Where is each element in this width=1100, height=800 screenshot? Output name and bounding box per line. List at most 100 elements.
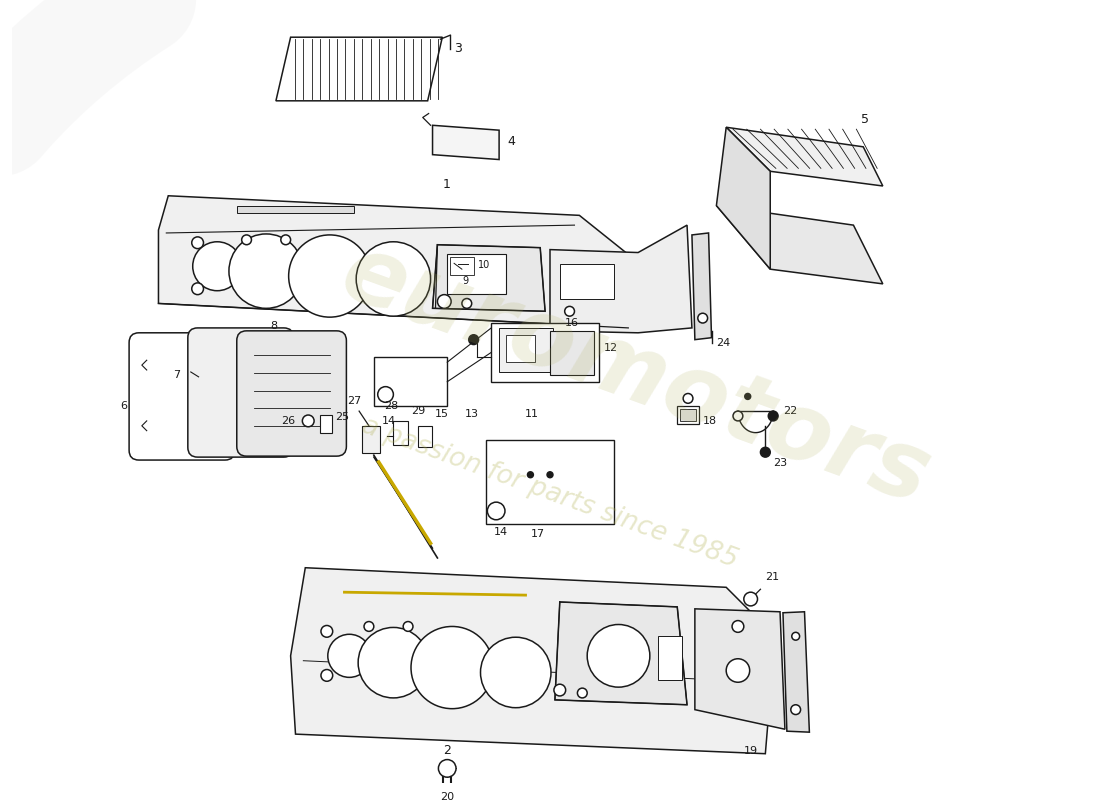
Bar xyxy=(394,421,408,446)
Circle shape xyxy=(191,283,204,294)
Circle shape xyxy=(587,625,650,687)
Circle shape xyxy=(768,411,778,421)
Circle shape xyxy=(469,334,478,345)
Circle shape xyxy=(683,394,693,403)
Text: 14: 14 xyxy=(382,416,396,426)
Bar xyxy=(492,323,598,382)
Circle shape xyxy=(229,234,304,308)
Circle shape xyxy=(359,627,429,698)
Text: 9: 9 xyxy=(462,276,468,286)
Circle shape xyxy=(528,472,534,478)
Circle shape xyxy=(192,242,242,290)
Polygon shape xyxy=(290,568,776,754)
Text: 6: 6 xyxy=(120,402,128,411)
Text: 24: 24 xyxy=(716,338,730,348)
Circle shape xyxy=(321,626,332,638)
Circle shape xyxy=(578,688,587,698)
Bar xyxy=(418,426,431,447)
Text: 11: 11 xyxy=(525,409,539,419)
Text: 3: 3 xyxy=(454,42,462,55)
Polygon shape xyxy=(695,609,785,730)
Bar xyxy=(658,636,682,680)
Polygon shape xyxy=(432,245,546,311)
Circle shape xyxy=(487,502,505,520)
Circle shape xyxy=(404,622,412,631)
Bar xyxy=(560,264,614,298)
Circle shape xyxy=(288,235,371,317)
Text: 10: 10 xyxy=(477,260,490,270)
FancyBboxPatch shape xyxy=(188,328,294,457)
Text: 23: 23 xyxy=(773,458,788,468)
Bar xyxy=(362,426,380,454)
Text: 22: 22 xyxy=(783,406,798,416)
Circle shape xyxy=(321,670,332,682)
Polygon shape xyxy=(550,225,692,333)
Circle shape xyxy=(697,314,707,323)
Text: a passion for parts since 1985: a passion for parts since 1985 xyxy=(359,413,741,574)
Bar xyxy=(448,254,506,294)
Circle shape xyxy=(760,447,770,457)
Text: 1: 1 xyxy=(442,178,450,191)
Bar xyxy=(320,415,332,433)
Polygon shape xyxy=(692,233,712,340)
Circle shape xyxy=(411,626,493,709)
Circle shape xyxy=(462,298,472,308)
Bar xyxy=(680,409,696,421)
Circle shape xyxy=(792,632,800,640)
Text: 21: 21 xyxy=(766,573,780,582)
Polygon shape xyxy=(276,37,442,101)
Text: 4: 4 xyxy=(507,135,515,148)
Circle shape xyxy=(356,242,430,316)
Circle shape xyxy=(191,237,204,249)
Polygon shape xyxy=(716,206,883,284)
Bar xyxy=(486,441,614,524)
Text: 2: 2 xyxy=(443,744,451,757)
Circle shape xyxy=(328,634,371,678)
Bar xyxy=(450,258,474,275)
Bar xyxy=(374,358,448,406)
Circle shape xyxy=(242,235,252,245)
Polygon shape xyxy=(783,612,810,732)
Text: 7: 7 xyxy=(173,370,180,380)
Bar xyxy=(499,328,553,372)
Polygon shape xyxy=(554,602,688,705)
FancyBboxPatch shape xyxy=(236,331,346,456)
Text: 14: 14 xyxy=(494,526,508,537)
Circle shape xyxy=(438,294,451,308)
Text: 29: 29 xyxy=(410,406,425,416)
Text: 19: 19 xyxy=(744,746,758,756)
Circle shape xyxy=(377,386,394,402)
Text: 20: 20 xyxy=(440,792,454,800)
Text: euromotors: euromotors xyxy=(330,226,943,525)
Circle shape xyxy=(547,472,553,478)
Circle shape xyxy=(791,705,801,714)
Text: 13: 13 xyxy=(465,409,478,419)
Text: 18: 18 xyxy=(703,416,717,426)
Circle shape xyxy=(733,411,742,421)
Circle shape xyxy=(564,306,574,316)
Polygon shape xyxy=(432,126,499,159)
Polygon shape xyxy=(726,127,883,186)
Bar xyxy=(550,331,594,375)
Text: 5: 5 xyxy=(861,113,869,126)
Polygon shape xyxy=(158,196,628,328)
Circle shape xyxy=(554,684,565,696)
Text: 15: 15 xyxy=(434,409,449,419)
Bar xyxy=(506,334,536,362)
Bar xyxy=(678,406,698,424)
Circle shape xyxy=(280,235,290,245)
Circle shape xyxy=(302,415,315,426)
FancyBboxPatch shape xyxy=(129,333,234,460)
Circle shape xyxy=(364,622,374,631)
Text: 25: 25 xyxy=(334,412,349,422)
Circle shape xyxy=(481,638,551,708)
Text: 27: 27 xyxy=(348,396,362,406)
Polygon shape xyxy=(716,127,770,269)
Text: 17: 17 xyxy=(530,529,544,538)
Circle shape xyxy=(726,658,750,682)
Circle shape xyxy=(745,394,750,399)
Circle shape xyxy=(733,621,744,632)
Bar xyxy=(236,206,354,214)
Text: 8: 8 xyxy=(271,321,277,331)
Circle shape xyxy=(744,592,758,606)
